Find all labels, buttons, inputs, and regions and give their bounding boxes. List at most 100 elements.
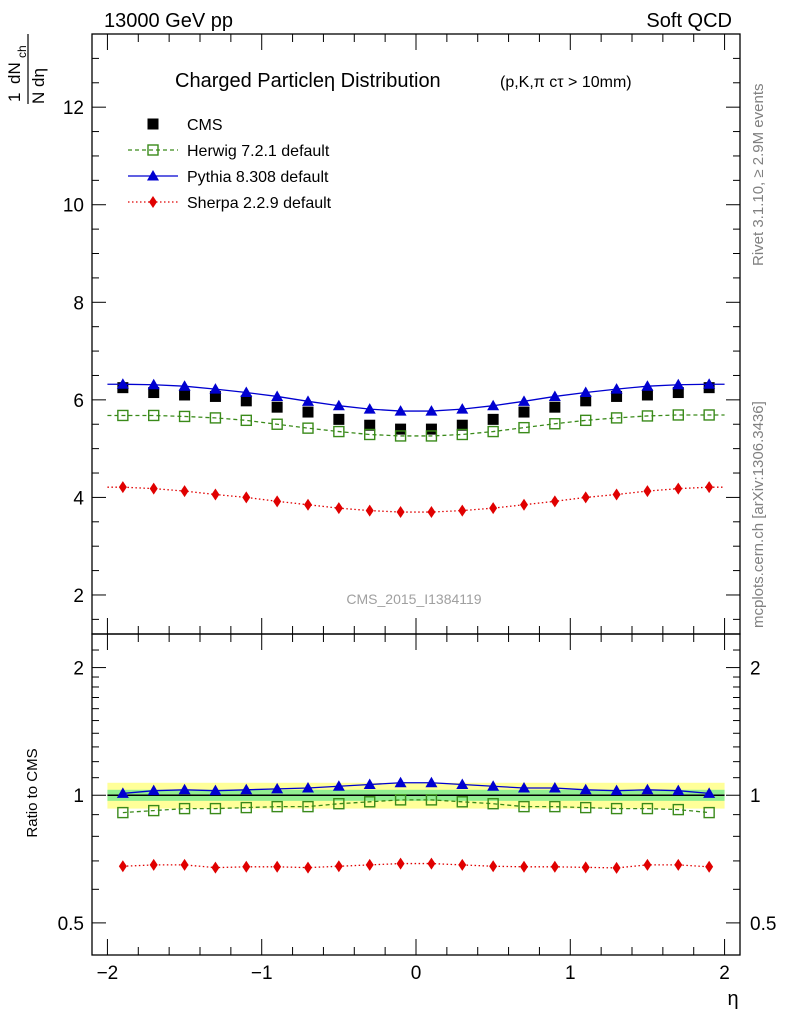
data-point-sherpa-2-2-9-default: [334, 502, 343, 515]
data-point-sherpa-2-2-9-default: [149, 482, 158, 495]
ratio-point-pythia-8-308-default: [116, 787, 129, 798]
legend-label: Sherpa 2.2.9 default: [187, 195, 332, 212]
data-point-sherpa-2-2-9-default: [427, 506, 436, 519]
ratio-point-sherpa-2-2-9-default: [674, 858, 683, 871]
ratio-panel: 0.5 0.5 1 1 2 2 −2 −1 0 1 2: [58, 633, 776, 984]
data-point-sherpa-2-2-9-default: [118, 481, 127, 494]
data-point-cms: [364, 419, 376, 431]
ratio-point-pythia-8-308-default: [271, 782, 284, 794]
ratio-point-sherpa-2-2-9-default: [458, 858, 467, 871]
ratio-point-sherpa-2-2-9-default: [211, 861, 220, 874]
data-point-cms: [549, 401, 561, 413]
y-label-numerator: dN: [5, 62, 24, 84]
data-point-pythia-8-308-default: [116, 378, 129, 389]
data-point-sherpa-2-2-9-default: [211, 488, 220, 501]
ratio-point-herwig-7-2-1-default: [425, 794, 438, 806]
ratio-series-herwig-7-2-1-default: [117, 794, 715, 819]
ratio-point-sherpa-2-2-9-default: [180, 858, 189, 871]
data-point-pythia-8-308-default: [548, 390, 561, 401]
data-point-cms: [611, 390, 623, 402]
data-point-herwig-7-2-1-default: [117, 409, 129, 422]
ratio-y-tick-label-right: 1: [750, 786, 761, 807]
ratio-line-pythia-8-308-default: [122, 782, 710, 795]
ratio-point-pythia-8-308-default: [703, 787, 716, 798]
ratio-point-sherpa-2-2-9-default: [304, 861, 312, 874]
legend-entry-cms: CMS: [147, 117, 223, 134]
data-point-herwig-7-2-1-default: [240, 414, 252, 427]
legend-marker: [149, 196, 157, 208]
ratio-point-herwig-7-2-1-default: [487, 798, 499, 810]
data-point-cms: [148, 387, 160, 399]
data-point-cms: [209, 390, 221, 402]
ratio-point-herwig-7-2-1-default: [240, 801, 252, 814]
legend-label: CMS: [187, 117, 223, 134]
x-tick-label: −1: [251, 963, 273, 984]
data-point-herwig-7-2-1-default: [209, 412, 222, 424]
data-point-pythia-8-308-default: [240, 386, 253, 398]
ratio-point-sherpa-2-2-9-default: [334, 860, 343, 873]
ratio-point-sherpa-2-2-9-default: [365, 858, 374, 871]
series-pythia-8-308-default: [107, 378, 725, 416]
series-sherpa-2-2-9-default: [107, 481, 725, 519]
data-point-pythia-8-308-default: [518, 395, 530, 406]
ratio-point-sherpa-2-2-9-default: [118, 860, 127, 873]
data-point-sherpa-2-2-9-default: [180, 485, 189, 498]
ratio-point-sherpa-2-2-9-default: [705, 860, 714, 873]
ratio-point-herwig-7-2-1-default: [394, 794, 407, 806]
ratio-point-herwig-7-2-1-default: [610, 802, 623, 815]
category-label: Soft QCD: [646, 10, 732, 32]
ratio-point-sherpa-2-2-9-default: [520, 860, 528, 873]
ratio-point-sherpa-2-2-9-default: [396, 857, 405, 870]
data-point-pythia-8-308-default: [610, 383, 623, 394]
mcplots-label: mcplots.cern.ch [arXiv:1306.3436]: [750, 401, 767, 628]
data-point-pythia-8-308-default: [394, 405, 407, 416]
data-point-sherpa-2-2-9-default: [581, 491, 590, 504]
ratio-point-herwig-7-2-1-default: [117, 806, 129, 819]
ratio-y-tick-label: 0.5: [58, 914, 84, 935]
data-point-herwig-7-2-1-default: [549, 418, 561, 430]
ratio-point-herwig-7-2-1-default: [549, 800, 561, 813]
data-point-cms: [456, 419, 468, 431]
ratio-point-pythia-8-308-default: [610, 784, 623, 796]
ratio-point-herwig-7-2-1-default: [178, 802, 191, 815]
legend-entry-herwig-7-2-1-default: Herwig 7.2.1 default: [128, 143, 330, 160]
main-panel: 2 4 6 8 10 12: [63, 33, 741, 635]
data-point-pythia-8-308-default: [672, 378, 685, 390]
ratio-point-pythia-8-308-default: [425, 776, 438, 788]
ratio-point-herwig-7-2-1-default: [518, 800, 530, 813]
ratio-point-sherpa-2-2-9-default: [550, 860, 559, 873]
data-point-sherpa-2-2-9-default: [396, 506, 405, 519]
y-label-denominator: N dη: [29, 68, 48, 104]
ratio-point-sherpa-2-2-9-default: [643, 858, 652, 871]
y-label-numerator-sub: ch: [15, 45, 29, 58]
ratio-point-pythia-8-308-default: [240, 783, 253, 795]
data-point-pythia-8-308-default: [425, 405, 438, 416]
legend-label: Pythia 8.308 default: [187, 169, 329, 186]
data-point-pythia-8-308-default: [703, 378, 716, 389]
data-point-herwig-7-2-1-default: [487, 425, 499, 438]
ratio-point-herwig-7-2-1-default: [456, 796, 468, 808]
y-tick-label: 12: [63, 98, 84, 119]
data-point-sherpa-2-2-9-default: [489, 502, 498, 515]
ratio-point-pythia-8-308-default: [302, 782, 314, 793]
series-line-sherpa-2-2-9-default: [107, 486, 725, 513]
ratio-point-herwig-7-2-1-default: [703, 806, 715, 819]
data-point-cms: [395, 423, 407, 435]
ratio-point-pythia-8-308-default: [147, 784, 160, 796]
analysis-id: CMS_2015_I1384119: [346, 591, 481, 607]
x-tick-label: 1: [565, 963, 576, 984]
data-point-herwig-7-2-1-default: [333, 425, 345, 438]
data-point-pythia-8-308-default: [456, 403, 469, 414]
data-point-herwig-7-2-1-default: [364, 428, 376, 441]
data-point-sherpa-2-2-9-default: [674, 482, 683, 495]
energy-label: 13000 GeV pp: [104, 10, 233, 32]
ratio-point-herwig-7-2-1-default: [209, 802, 222, 815]
y-tick-label: 10: [63, 196, 84, 217]
ratio-point-herwig-7-2-1-default: [641, 802, 654, 815]
legend-marker: [147, 118, 159, 130]
ratio-y-tick-label-right: 0.5: [750, 914, 776, 935]
data-point-cms: [672, 387, 684, 399]
data-point-pythia-8-308-default: [302, 395, 314, 406]
series-cms: [117, 382, 715, 435]
data-point-sherpa-2-2-9-default: [304, 498, 312, 511]
